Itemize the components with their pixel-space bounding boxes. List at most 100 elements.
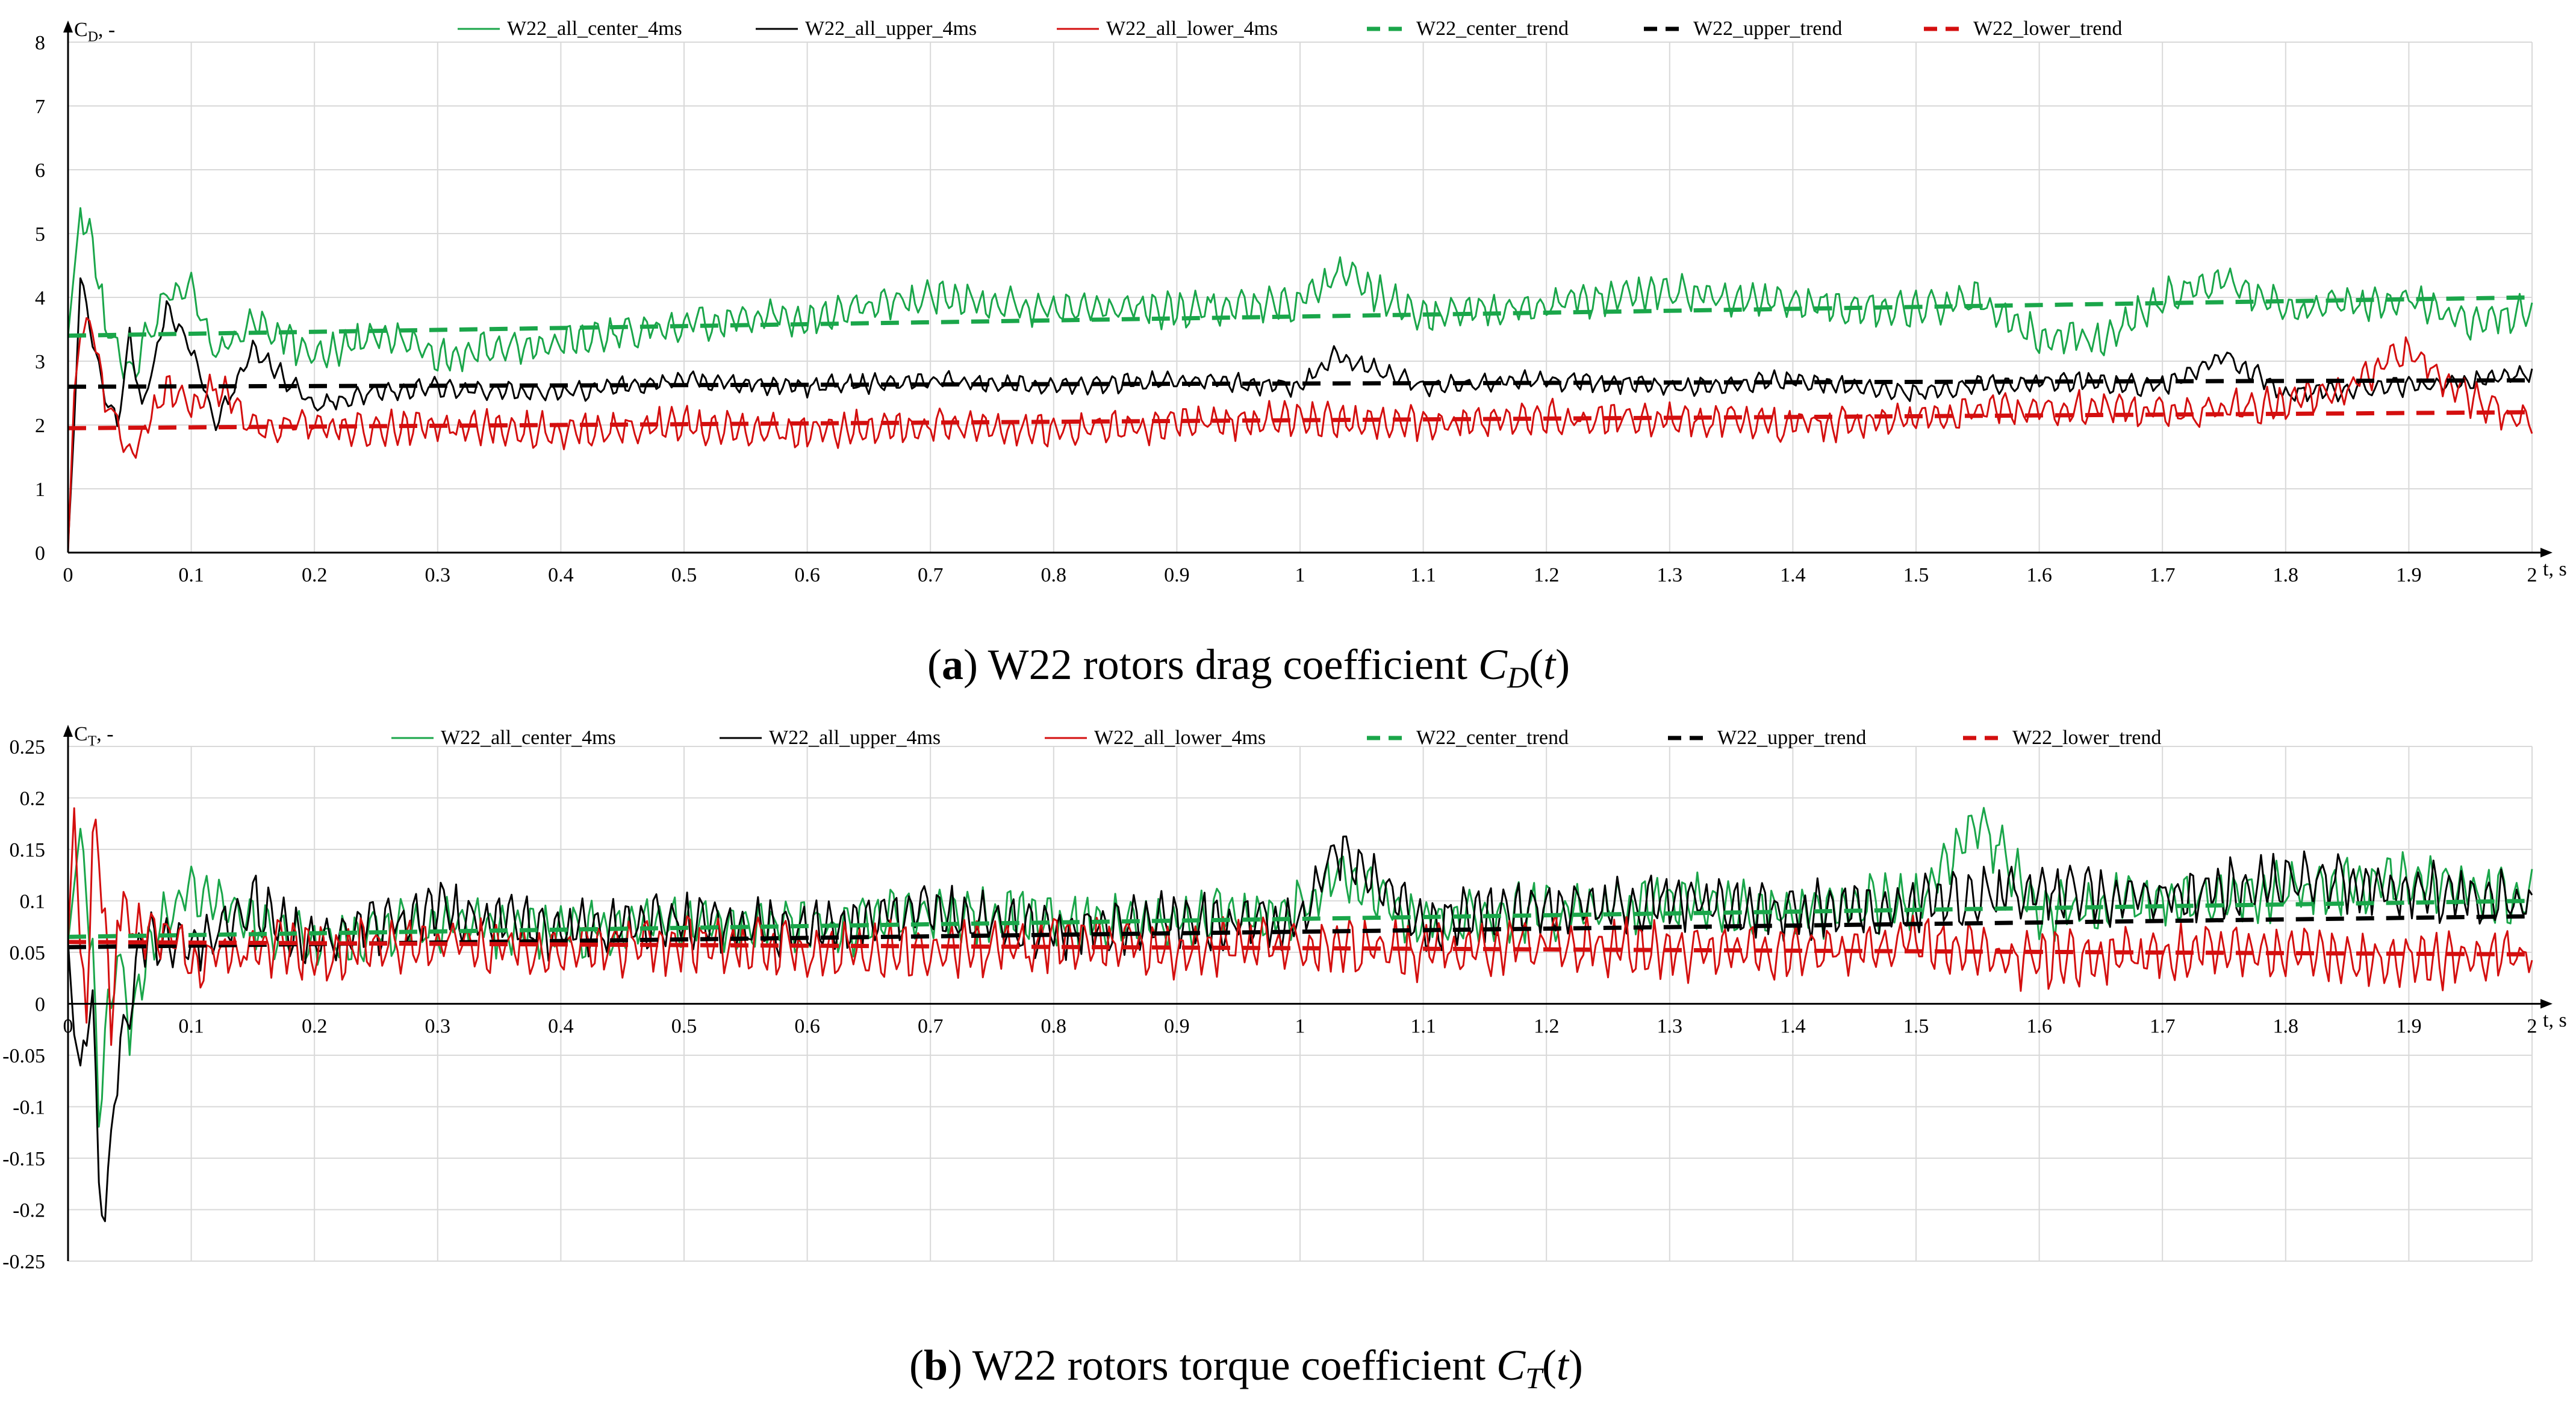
x-tick-label: 1.9	[2396, 564, 2422, 586]
x-tick-label: 0.5	[671, 564, 697, 586]
legend-label: W22_center_trend	[1416, 727, 1569, 749]
y-tick-label: -0.1	[13, 1097, 45, 1119]
legend-label: W22_lower_trend	[1973, 17, 2122, 40]
y-tick-label: -0.2	[13, 1200, 45, 1222]
y-tick-label: 8	[35, 32, 45, 54]
x-tick-label: 1.8	[2273, 564, 2299, 586]
series-line-W22_all_upper_4ms	[67, 277, 2533, 547]
series-line-W22_upper_trend	[67, 378, 2533, 389]
y-axis-label: CT, -	[74, 723, 114, 749]
x-tick-label: 0.2	[302, 1016, 328, 1038]
x-tick-label: 1.3	[1657, 564, 1683, 586]
panel-drag-coefficient: 0 0.1 0.2 0.3 0.4 0.5 0.6 0.7 0.8 0.9 1 1.1 1.2 1.3 1.…	[35, 17, 2567, 694]
legend: W22_all_center_4ms W22_all_upper_4ms W22_a…	[391, 727, 2161, 749]
legend-label: W22_center_trend	[1416, 17, 1569, 40]
legend-label: W22_lower_trend	[2012, 727, 2161, 749]
x-tick-label: 0.1	[178, 1016, 204, 1038]
y-tick-label: 1	[35, 479, 45, 501]
y-tick-label: -0.15	[2, 1148, 45, 1170]
series-line-W22_upper_trend	[67, 914, 2533, 949]
y-tick-label: 0.15	[10, 839, 46, 861]
x-axis-label: t, s	[2543, 1009, 2567, 1032]
x-tick-label: 1.4	[1780, 1016, 1806, 1038]
grid	[67, 42, 2533, 553]
y-axis-arrow	[63, 725, 73, 737]
x-tick-label: 1.9	[2396, 1016, 2422, 1038]
y-tick-label: 2	[35, 415, 45, 437]
x-tick-label: 0.4	[548, 1016, 574, 1038]
x-tick-label: 0.1	[178, 564, 204, 586]
legend-label: W22_upper_trend	[1717, 727, 1866, 749]
x-tick-label: 2	[2527, 564, 2537, 586]
x-tick-label: 0	[63, 1016, 73, 1038]
x-tick-label: 1.5	[1903, 1016, 1929, 1038]
series-line-W22_all_center_4ms	[67, 207, 2533, 380]
x-tick-label: 1.5	[1903, 564, 1929, 586]
x-tick-label: 1.6	[2026, 1016, 2052, 1038]
x-tick-label: 1.7	[2150, 564, 2176, 586]
y-tick-label: 0.05	[10, 942, 46, 964]
y-tick-label: 0	[35, 542, 45, 565]
y-tick-label: 7	[35, 96, 45, 118]
x-axis-arrow	[2540, 999, 2553, 1009]
x-tick-label: 0.4	[548, 564, 574, 586]
y-tick-label: -0.05	[2, 1045, 45, 1067]
panel-torque-coefficient: 0 0.1 0.2 0.3 0.4 0.5 0.6 0.7 0.8 0.9 1 1.1 1.2 1.3 1.…	[2, 723, 2567, 1395]
x-tick-label: 1.6	[2026, 564, 2052, 586]
x-tick-label: 0.2	[302, 564, 328, 586]
axes	[63, 20, 2553, 557]
y-tick-label: -0.25	[2, 1251, 45, 1273]
x-tick-label: 1	[1295, 1016, 1305, 1038]
legend-label: W22_all_lower_4ms	[1106, 17, 1278, 40]
panel-caption: (b) W22 rotors torque coefficient CT(t)	[909, 1341, 1583, 1395]
x-tick-label: 0	[63, 564, 73, 586]
x-tick-label: 0.9	[1164, 564, 1190, 586]
x-tick-label: 0.8	[1041, 564, 1067, 586]
x-tick-label: 0.3	[425, 1016, 451, 1038]
x-tick-label: 1.3	[1657, 1016, 1683, 1038]
x-axis-arrow	[2540, 548, 2553, 557]
series-line-W22_all_lower_4ms	[67, 807, 2533, 1046]
legend-label: W22_all_lower_4ms	[1094, 727, 1266, 749]
series-line-W22_center_trend	[67, 899, 2533, 939]
x-tick-label: 1.7	[2150, 1016, 2176, 1038]
legend-label: W22_upper_trend	[1693, 17, 1842, 40]
x-tick-label: 1.2	[1534, 564, 1560, 586]
y-tick-label: 3	[35, 351, 45, 373]
x-tick-label: 0.5	[671, 1016, 697, 1038]
x-tick-label: 0.8	[1041, 1016, 1067, 1038]
x-tick-label: 0.9	[1164, 1016, 1190, 1038]
y-tick-label: 6	[35, 160, 45, 182]
x-tick-label: 0.7	[918, 564, 944, 586]
series-line-W22_lower_trend	[67, 940, 2533, 957]
legend-label: W22_all_upper_4ms	[805, 17, 977, 40]
x-tick-label: 1	[1295, 564, 1305, 586]
x-tick-label: 1.4	[1780, 564, 1806, 586]
y-tick-label: 0.1	[20, 891, 46, 913]
y-tick-label: 4	[35, 287, 45, 309]
y-tick-label: 0	[35, 994, 45, 1016]
x-tick-label: 1.2	[1534, 1016, 1560, 1038]
x-tick-label: 1.8	[2273, 1016, 2299, 1038]
series-group	[67, 207, 2533, 553]
x-tick-label: 0.7	[918, 1016, 944, 1038]
y-axis-label: CD, -	[74, 19, 115, 45]
series-line-W22_center_trend	[67, 295, 2533, 338]
axes	[63, 725, 2553, 1261]
y-axis-arrow	[63, 20, 73, 33]
legend-label: W22_all_upper_4ms	[769, 727, 941, 749]
y-tick-label: 0.25	[10, 736, 46, 758]
x-tick-label: 2	[2527, 1016, 2537, 1038]
series-line-W22_all_lower_4ms	[67, 317, 2533, 553]
series-group	[67, 807, 2533, 1223]
x-tick-label: 1.1	[1410, 1016, 1436, 1038]
x-tick-label: 1.1	[1410, 564, 1436, 586]
y-tick-label: 5	[35, 223, 45, 246]
x-tick-label: 0.6	[794, 1016, 820, 1038]
legend-label: W22_all_center_4ms	[441, 727, 616, 749]
x-axis-label: t, s	[2543, 558, 2567, 580]
legend: W22_all_center_4ms W22_all_upper_4ms W22_a…	[458, 17, 2122, 40]
x-tick-label: 0.3	[425, 564, 451, 586]
series-line-W22_lower_trend	[67, 410, 2533, 430]
